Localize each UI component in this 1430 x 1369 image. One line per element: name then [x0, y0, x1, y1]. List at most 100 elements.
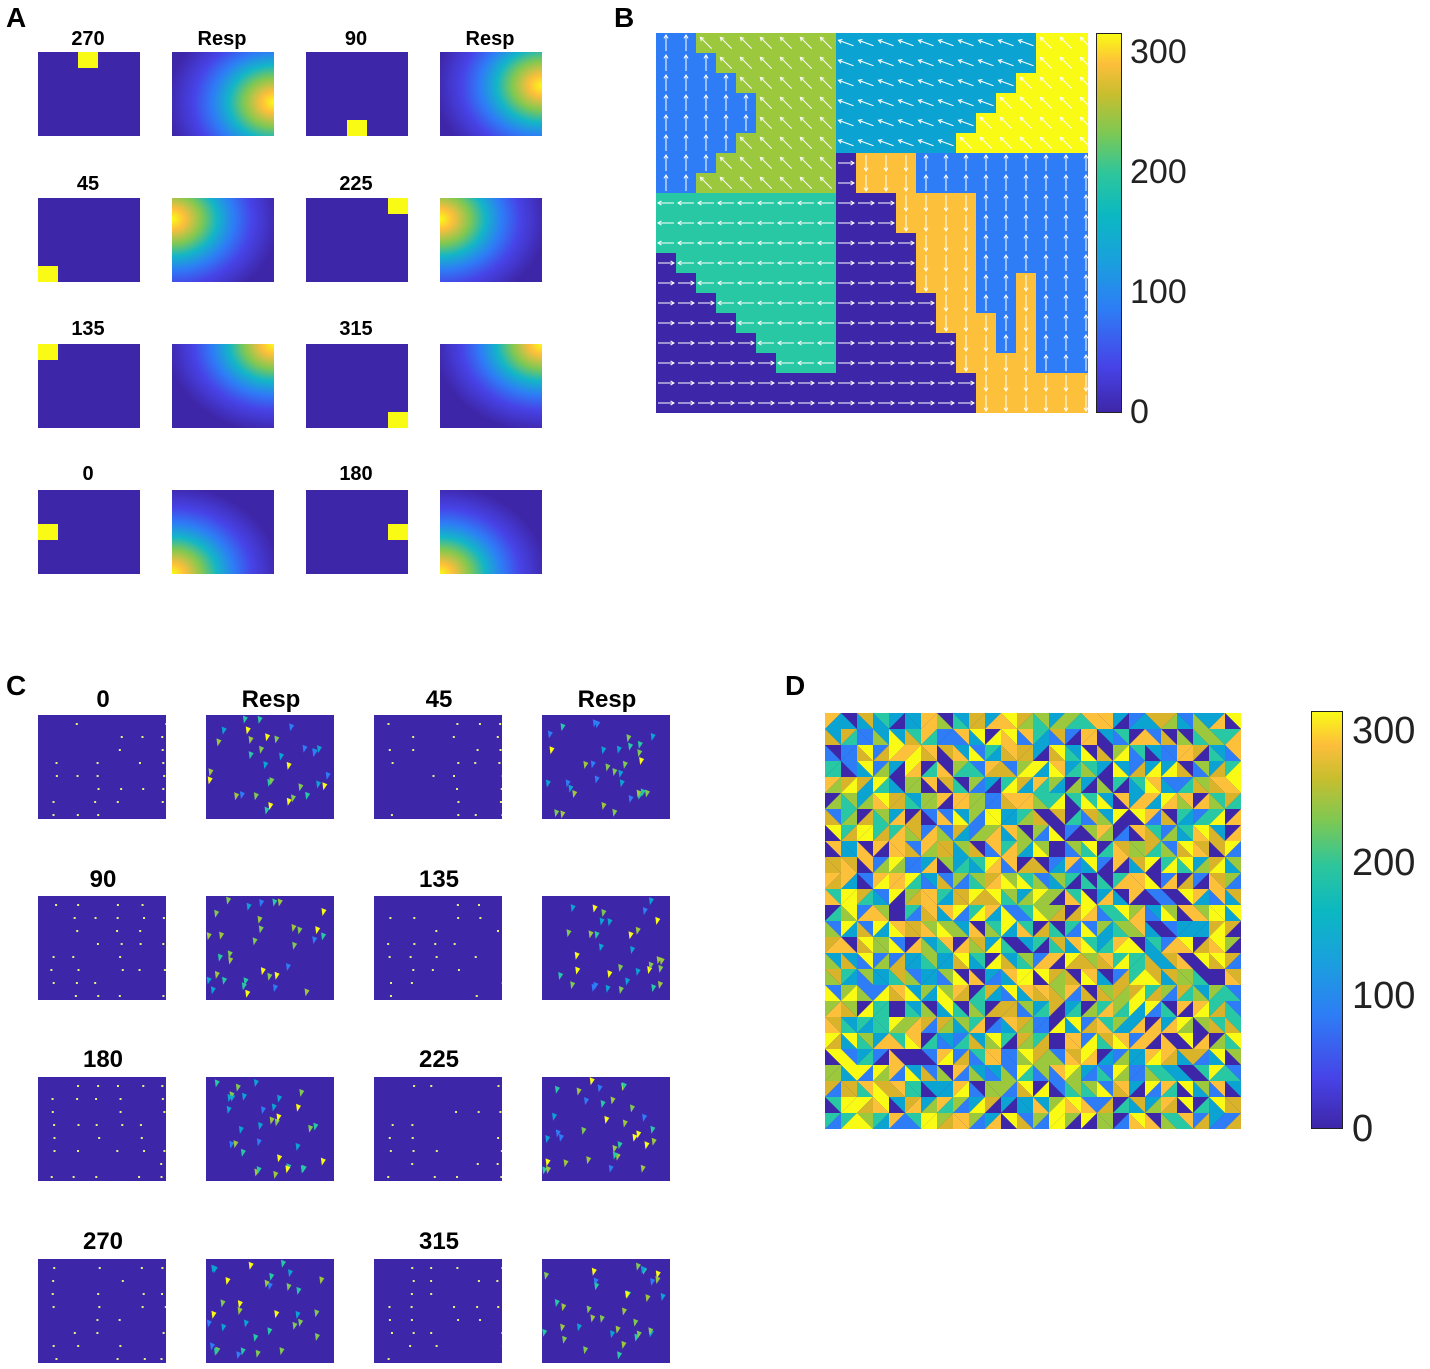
b-arrow: [978, 99, 994, 107]
b-arrow-head: [790, 400, 795, 406]
b-arrow-head: [979, 116, 985, 122]
d-cell: [873, 1001, 889, 1017]
c-stimulus-dot: [411, 1163, 414, 1165]
b-arrow-head: [857, 139, 863, 144]
d-cell: [1033, 889, 1049, 905]
d-cell: [1081, 985, 1097, 1001]
d-cell: [985, 1113, 1001, 1129]
b-arrow-head: [910, 300, 915, 306]
d-cell: [1097, 777, 1113, 793]
d-cell: [1145, 921, 1161, 937]
a-response-tile-0: [172, 52, 274, 136]
c-stimulus-dot: [55, 1358, 58, 1360]
b-arrow-head: [959, 136, 965, 142]
b-arrow-head: [957, 79, 963, 84]
b-arrow: [1039, 76, 1053, 90]
d-cell: [873, 729, 889, 745]
b-arrow-head: [890, 320, 895, 326]
c-stimulus-dot: [161, 1293, 164, 1295]
a-stimulus-tile-135: [38, 344, 140, 428]
d-cell: [873, 761, 889, 777]
d-cell: [1209, 953, 1225, 969]
c-response-patch: [291, 794, 297, 803]
b-arrow-head: [703, 94, 709, 99]
d-cell: [1001, 745, 1017, 761]
d-cell: [1065, 745, 1081, 761]
b-arrow: [1019, 96, 1033, 110]
b-arrow-head: [710, 400, 715, 406]
c-response-patch: [226, 896, 232, 905]
d-cell: [1097, 857, 1113, 873]
b-arrow-head: [717, 220, 722, 226]
b-arrow-head: [777, 220, 782, 226]
d-cell: [1001, 921, 1017, 937]
b-arrow-head: [777, 240, 782, 246]
c-title-315: 315: [418, 1228, 460, 1255]
c-stimulus-dot: [118, 995, 121, 997]
d-cell: [1001, 1065, 1017, 1081]
d-cell: [1017, 1017, 1033, 1033]
b-arrow-head: [1039, 56, 1045, 62]
c-stimulus-dot: [77, 1345, 80, 1347]
c-stimulus-dot: [453, 943, 456, 945]
b-arrow-head: [983, 367, 989, 372]
c-stimulus-dot: [457, 801, 460, 803]
c-response-patch: [245, 726, 251, 735]
b-arrow-head: [1043, 354, 1049, 359]
b-arrow-head: [950, 380, 955, 386]
b-arrow-head: [777, 300, 782, 306]
d-cell: [1097, 921, 1113, 937]
d-cell: [969, 1049, 985, 1065]
b-arrow: [819, 136, 833, 150]
b-arrow-head: [1059, 116, 1065, 122]
c-stimulus-tile-270: [38, 1259, 166, 1363]
c-stimulus-dot: [498, 762, 501, 764]
b-arrow-head: [983, 294, 989, 299]
b-arrow-head: [943, 307, 949, 312]
b-arrow-head: [757, 220, 762, 226]
d-cell: [1177, 921, 1193, 937]
c-response-patch: [269, 1116, 275, 1125]
d-cell: [857, 1049, 873, 1065]
d-cell: [1145, 713, 1161, 729]
c-response-patch: [542, 1328, 548, 1337]
d-cell: [873, 1113, 889, 1129]
b-arrow: [819, 116, 833, 130]
c-response-patch: [298, 783, 304, 792]
d-cell: [1065, 1017, 1081, 1033]
a-title-resp-1: Resp: [197, 28, 247, 50]
d-cell: [1145, 809, 1161, 825]
d-cell: [1193, 905, 1209, 921]
c-response-patch: [302, 744, 308, 753]
b-colorbar-tick-0: 0: [1130, 393, 1149, 431]
d-cell: [841, 777, 857, 793]
c-response-patch: [313, 1122, 319, 1131]
b-arrow-head: [957, 99, 963, 104]
d-cell: [1177, 825, 1193, 841]
c-response-patch: [289, 723, 295, 732]
d-cell: [985, 713, 1001, 729]
b-arrow: [1059, 96, 1073, 110]
d-cell: [1129, 1113, 1145, 1129]
d-cell: [937, 953, 953, 969]
b-arrow: [978, 39, 994, 47]
b-arrow-head: [759, 156, 765, 162]
c-response-patch: [314, 1309, 320, 1318]
c-response-patch: [248, 1261, 254, 1270]
b-arrow: [918, 99, 934, 107]
b-arrow-head: [957, 59, 963, 64]
c-response-patch: [592, 904, 598, 913]
d-cell: [1017, 841, 1033, 857]
b-arrow-head: [863, 187, 869, 192]
d-cell: [1049, 889, 1065, 905]
d-cell: [1161, 729, 1177, 745]
b-arrow: [1019, 76, 1033, 90]
c-stimulus-dot: [435, 930, 438, 932]
d-cell: [1001, 1033, 1017, 1049]
b-arrow: [1079, 116, 1088, 126]
b-arrow-head: [757, 260, 762, 266]
c-response-patch: [629, 1104, 635, 1113]
b-arrow-head: [1083, 154, 1088, 159]
d-cell: [905, 1081, 921, 1097]
d-cell: [1001, 729, 1017, 745]
